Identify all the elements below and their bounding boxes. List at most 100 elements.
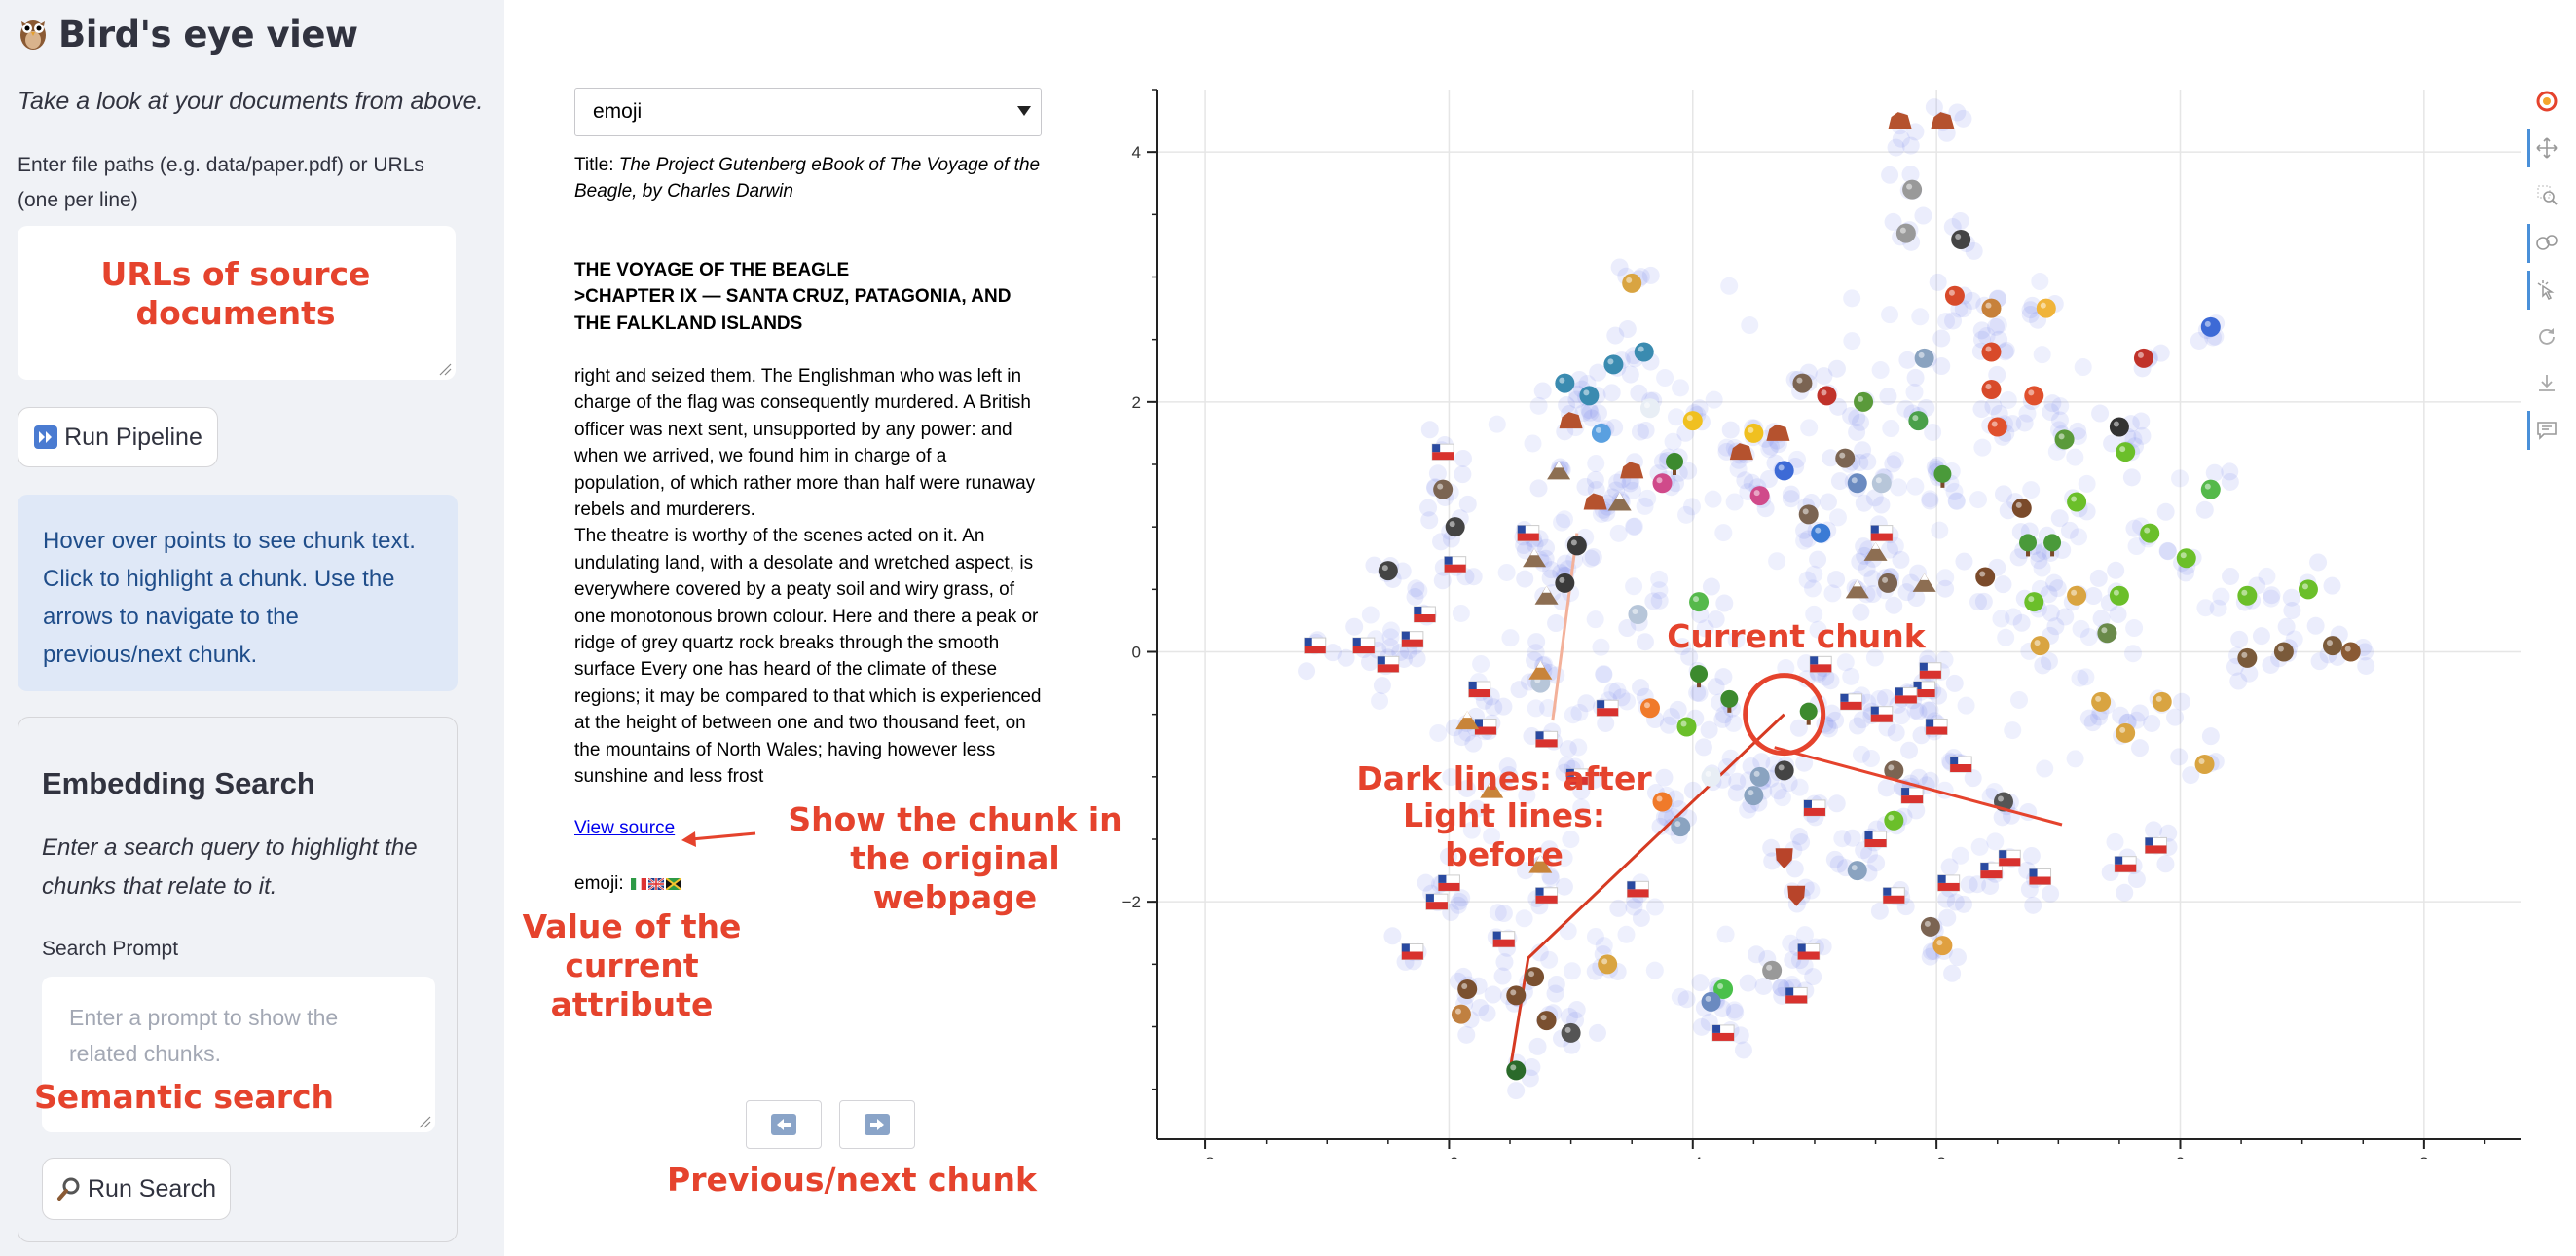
- run-search-button[interactable]: Run Search: [42, 1158, 231, 1220]
- data-point: [2262, 589, 2280, 608]
- data-point: [1898, 351, 1917, 369]
- tap-tool-icon[interactable]: [2535, 278, 2558, 302]
- save-icon[interactable]: [2535, 372, 2558, 395]
- search-prompt-input[interactable]: Enter a prompt to show the related chunk…: [42, 977, 435, 1132]
- data-point: [1632, 679, 1650, 697]
- data-point: [1851, 552, 1869, 571]
- hover-tool-icon[interactable]: [2535, 419, 2558, 442]
- bird-icon: [2024, 592, 2044, 612]
- mountain-icon: [1607, 492, 1632, 511]
- data-point: [2015, 414, 2034, 432]
- bokeh-logo-icon[interactable]: [2535, 90, 2558, 113]
- data-point: [1432, 533, 1451, 551]
- data-point: [1948, 948, 1967, 967]
- tent-icon: [1455, 711, 1480, 730]
- data-point: [1946, 893, 1965, 911]
- data-point: [1651, 817, 1670, 835]
- data-point: [1381, 621, 1400, 640]
- data-point: [1453, 889, 1471, 907]
- data-point: [2170, 748, 2189, 766]
- resize-grip-icon[interactable]: [418, 1115, 431, 1128]
- ship-icon: [1847, 861, 1867, 881]
- data-point: [1863, 585, 1882, 604]
- data-point: [1483, 827, 1501, 845]
- data-point: [1852, 745, 1870, 763]
- tree-icon: [1720, 689, 1739, 713]
- data-point: [1484, 985, 1502, 1004]
- pan-tool-icon[interactable]: [2535, 136, 2558, 160]
- flag-icon: [1803, 799, 1826, 817]
- reset-icon[interactable]: [2535, 325, 2558, 349]
- y-tick-label: −2: [1122, 893, 1141, 911]
- resize-grip-icon[interactable]: [438, 362, 452, 376]
- penguin-icon: [1774, 760, 1794, 781]
- data-point: [1884, 212, 1902, 231]
- arrow-to-view-source: [681, 831, 756, 847]
- run-pipeline-button[interactable]: Run Pipeline: [18, 407, 218, 467]
- data-point: [1472, 654, 1490, 673]
- data-point: [1909, 702, 1928, 720]
- data-point: [1420, 511, 1439, 530]
- app-title: Bird's eye view: [58, 14, 358, 55]
- data-point: [2074, 358, 2092, 377]
- data-point: [1558, 396, 1576, 415]
- bird-icon: [2116, 442, 2136, 462]
- next-chunk-button[interactable]: [839, 1100, 915, 1149]
- data-point: [1944, 312, 1963, 330]
- view-source-link[interactable]: View source: [574, 818, 676, 838]
- app-title-row: Bird's eye view: [18, 14, 358, 55]
- data-point: [2021, 305, 2040, 323]
- data-point: [1994, 575, 2012, 594]
- data-point: [2012, 613, 2031, 632]
- data-point: [2171, 469, 2190, 488]
- data-point: [1577, 694, 1596, 713]
- active-tool-indicator: [2527, 129, 2530, 167]
- wheel-zoom-icon[interactable]: [2535, 232, 2558, 255]
- data-point: [1870, 689, 1889, 708]
- emoji-attribute-label: emoji:: [574, 873, 624, 894]
- data-point: [1887, 723, 1905, 742]
- data-point: [2177, 564, 2195, 582]
- data-point: [2021, 301, 2040, 319]
- attribute-select[interactable]: emoji: [574, 88, 1042, 136]
- data-point: [1921, 492, 1939, 510]
- data-point: [1784, 950, 1802, 969]
- data-point: [1907, 589, 1926, 608]
- arrow-right-icon: [865, 1114, 890, 1135]
- data-point: [1970, 837, 1989, 856]
- file-paths-input[interactable]: [18, 226, 456, 380]
- rock-icon: [1931, 112, 1955, 129]
- data-point: [1914, 206, 1932, 225]
- rock-icon: [1766, 424, 1790, 441]
- data-point: [1782, 485, 1800, 503]
- data-point: [1754, 977, 1773, 995]
- data-point: [1395, 649, 1414, 668]
- data-point: [1727, 784, 1746, 802]
- data-point: [1606, 326, 1625, 345]
- data-point: [1419, 499, 1438, 517]
- data-point: [1638, 489, 1657, 507]
- penguin-icon: [1445, 517, 1465, 537]
- data-point: [1547, 614, 1565, 633]
- data-point: [1789, 719, 1808, 737]
- data-point: [1595, 665, 1613, 683]
- emoji-attribute-value: emoji:: [574, 873, 681, 895]
- data-point: [2072, 619, 2090, 638]
- data-point: [1826, 711, 1845, 729]
- data-point: [1788, 450, 1807, 468]
- previous-chunk-button[interactable]: [746, 1100, 822, 1149]
- data-point: [1510, 681, 1528, 699]
- data-point: [1714, 668, 1733, 686]
- hedgehog-icon: [2237, 647, 2258, 668]
- box-zoom-icon[interactable]: [2535, 183, 2558, 206]
- embedding-scatter-plot[interactable]: −8 −6 −4 −2 0 2 −2 0 2 4: [1071, 58, 2521, 1159]
- data-point: [1677, 990, 1696, 1009]
- data-point: [1713, 710, 1732, 728]
- data-point: [1893, 707, 1911, 725]
- data-point: [1925, 98, 1943, 117]
- data-point: [1691, 974, 1710, 992]
- data-point: [1553, 513, 1571, 532]
- after-line: [1508, 713, 1785, 1071]
- data-point: [1937, 312, 1956, 330]
- data-point: [1567, 1001, 1586, 1019]
